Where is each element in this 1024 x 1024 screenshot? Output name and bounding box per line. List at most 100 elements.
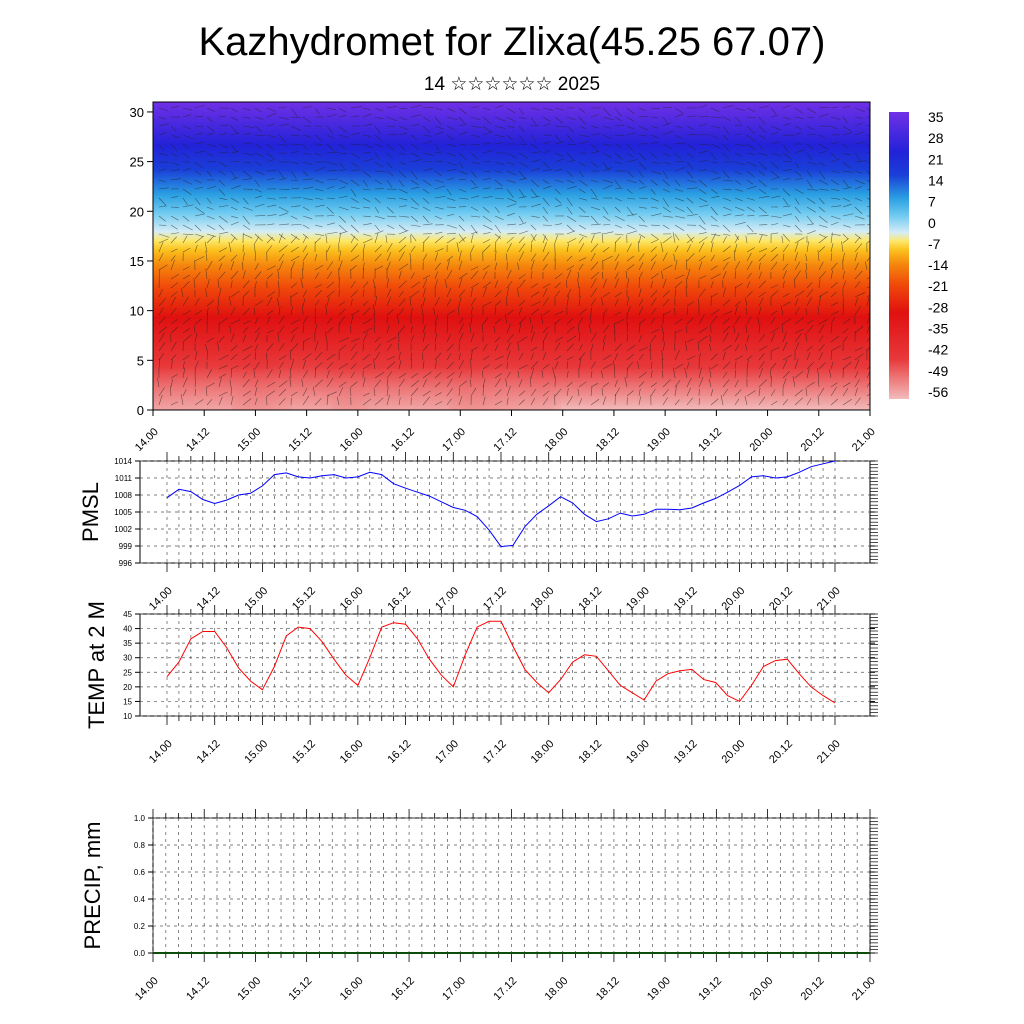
- wind-vector: [770, 284, 778, 289]
- wind-vector: [830, 106, 839, 109]
- wind-vector: [158, 253, 164, 262]
- wind-vector: [506, 188, 514, 198]
- wind-vector: [722, 344, 732, 352]
- wind-vector: [506, 371, 511, 379]
- wind-vector: [722, 206, 732, 211]
- wind-vector: [482, 224, 493, 231]
- wind-vector: [218, 161, 227, 168]
- wind-vector: [626, 278, 630, 289]
- x-tick-label: 19.00: [624, 585, 652, 613]
- wind-vector: [602, 167, 613, 172]
- wind-vector: [242, 125, 254, 128]
- wind-vector: [326, 197, 335, 199]
- wind-vector: [566, 318, 574, 325]
- x-tick-label: 17.12: [491, 975, 519, 1003]
- wind-vector: [158, 123, 169, 127]
- wind-vector: [170, 401, 178, 406]
- wind-vector: [782, 354, 793, 361]
- wind-vector: [278, 361, 284, 370]
- wind-vector: [158, 132, 167, 136]
- wind-vector: [542, 141, 551, 145]
- wind-vector: [758, 234, 763, 244]
- wind-vector: [206, 132, 215, 136]
- wind-vector: [662, 264, 673, 271]
- wind-vector: [254, 236, 260, 244]
- wind-vector: [638, 125, 648, 131]
- wind-vector: [158, 187, 169, 190]
- wind-vector: [842, 203, 852, 208]
- wind-vector: [626, 132, 636, 136]
- x-tick-label: 16.12: [389, 975, 417, 1003]
- wind-vector: [158, 332, 165, 343]
- wind-vector: [290, 326, 299, 334]
- wind-vector: [446, 125, 455, 131]
- wind-vector: [686, 170, 694, 179]
- wind-vector: [638, 288, 642, 298]
- wind-vector: [266, 245, 273, 253]
- wind-vector: [362, 251, 365, 262]
- wind-vector: [266, 143, 274, 150]
- wind-vector: [650, 261, 656, 271]
- wind-vector: [542, 332, 549, 343]
- wind-vector: [590, 125, 599, 129]
- wind-vector: [338, 224, 347, 232]
- wind-vector: [806, 161, 818, 166]
- wind-vector: [242, 206, 253, 211]
- wind-vector: [182, 274, 191, 280]
- wind-vector: [458, 170, 468, 175]
- wind-vector: [482, 239, 491, 244]
- wind-vector: [722, 197, 732, 202]
- wind-vector: [650, 213, 662, 217]
- wind-vector: [182, 328, 190, 334]
- wind-vector: [373, 279, 376, 289]
- wind-vector: [373, 313, 376, 325]
- wind-vector: [554, 355, 562, 361]
- wind-vector: [194, 244, 198, 253]
- wind-vector: [650, 280, 653, 289]
- wind-vector: [530, 253, 537, 262]
- wind-vector: [578, 170, 584, 178]
- wind-vector: [662, 278, 667, 289]
- y-tick-label: 0.0: [134, 949, 146, 958]
- wind-vector: [626, 116, 634, 122]
- wind-vector: [818, 161, 826, 166]
- wind-vector: [470, 288, 473, 298]
- wind-vector: [770, 253, 779, 262]
- wind-vector: [794, 237, 805, 244]
- wind-vector: [805, 307, 808, 316]
- heatmap-x-tick-label: 19.12: [696, 426, 724, 454]
- wind-vector: [170, 169, 180, 172]
- wind-vector: [805, 269, 808, 280]
- wind-vector: [866, 276, 870, 280]
- wind-vector: [434, 215, 442, 220]
- wind-vector: [674, 349, 680, 361]
- wind-vector: [302, 197, 313, 201]
- wind-vector: [734, 369, 737, 379]
- wind-vector: [602, 152, 612, 159]
- wind-vector: [866, 294, 870, 298]
- wind-vector: [194, 197, 201, 205]
- wind-vector: [770, 389, 776, 397]
- wind-vector: [734, 152, 743, 158]
- wind-vector: [204, 241, 208, 253]
- wind-vector: [205, 251, 208, 262]
- wind-vector: [710, 273, 721, 280]
- wind-vector: [590, 197, 599, 200]
- wind-vector: [686, 253, 695, 262]
- wind-vector: [182, 107, 192, 111]
- wind-vector: [830, 345, 841, 352]
- wind-vector: [338, 134, 350, 138]
- wind-vector: [866, 205, 870, 208]
- wind-vector: [205, 386, 208, 397]
- wind-vector: [602, 184, 613, 190]
- wind-vector: [326, 231, 338, 235]
- wind-vector: [638, 170, 644, 178]
- wind-vector: [482, 281, 492, 289]
- wind-vector: [434, 392, 442, 397]
- wind-vector: [638, 253, 645, 262]
- wind-vector: [422, 371, 432, 379]
- wind-vector: [650, 206, 659, 209]
- wind-vector: [422, 179, 432, 186]
- wind-vector: [517, 370, 520, 379]
- wind-vector: [182, 367, 186, 379]
